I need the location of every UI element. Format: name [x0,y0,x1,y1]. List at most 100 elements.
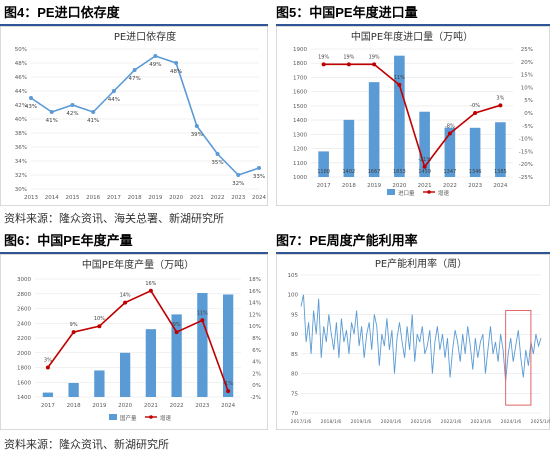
legend-line-label: 增速 [438,189,450,197]
growth-label: 3% [496,95,504,101]
y-right-tick-label: -5% [522,124,533,130]
y-tick-label: 100 [288,293,299,299]
x-tick-label: 2021 [144,403,158,409]
y-left-tick-label: 2600 [17,307,31,313]
x-tick-label: 2017 [317,183,331,189]
legend-line-marker [427,190,431,194]
x-tick-label: 2019 [92,403,106,409]
y-left-tick-label: 1800 [17,366,31,372]
highlight-box [505,309,532,406]
y-right-tick-label: 8% [252,336,261,342]
growth-point [321,62,326,67]
bar-value-label: 1347 [444,169,457,175]
y-tick-label: 75 [291,391,298,397]
data-point [194,124,199,128]
growth-point [447,131,452,136]
figure-6-rule [0,252,268,254]
y-left-tick-label: 1500 [293,104,307,110]
y-left-tick-label: 1700 [293,75,307,81]
chart-title: 中国PE年度进口量（万吨） [351,30,473,43]
y-right-tick-label: 0% [524,111,533,117]
utilization-line [300,294,542,382]
data-point [49,110,54,114]
y-right-tick-label: 10% [249,324,261,330]
y-left-tick-label: 1200 [293,147,307,153]
growth-label: 16% [145,281,156,287]
y-tick-label: 42% [15,103,27,109]
x-tick-label: 2018 [67,403,81,409]
y-left-tick-label: 1000 [293,175,307,181]
data-point [153,54,158,58]
legend-line-label: 增速 [160,414,172,422]
x-tick-label: 2024 [252,195,266,201]
chart-title: PE产能利用率（周） [375,257,467,270]
legend-bar-swatch [387,189,395,195]
x-tick-label: 2023 [468,183,482,189]
growth-line [323,63,501,169]
data-point [70,103,75,107]
y-right-tick-label: -2% [250,395,261,401]
y-right-tick-label: 4% [252,360,261,366]
chart-title: PE进口依存度 [114,30,176,43]
y-right-tick-label: 25% [521,47,533,53]
bar-value-label: 1346 [469,169,482,175]
y-tick-label: 30% [15,187,27,193]
y-left-tick-label: 1600 [17,380,31,386]
y-left-tick-label: 2400 [17,321,31,327]
x-tick-label: 2023 [195,403,209,409]
x-tick-label: 2018/1/6 [321,419,342,425]
y-tick-label: 38% [15,131,27,137]
chart-panel-import-dependency: PE进口依存度 30% 32% 34% 36% 38% 40% 42% 44% 46% 48% 50%… [0,26,268,206]
data-label: 47% [129,76,141,82]
y-tick-label: 40% [15,117,27,123]
chart-title: 中国PE年度产量（万吨） [82,258,194,271]
data-point [132,68,137,72]
growth-point [498,103,503,108]
x-tick-label: 2023/1/6 [471,419,492,425]
data-label: 32% [232,181,244,187]
data-label: 33% [253,174,265,180]
bar-value-label: 1459 [418,169,431,175]
bar-value-label: 1667 [368,169,381,175]
growth-point [174,330,179,335]
y-tick-label: 46% [15,75,27,81]
bar [419,111,430,177]
chart-panel-utilization: PE产能利用率（周） 70 75 80 85 90 95 100 105 2017/1/6 2018… [276,254,550,430]
chart-production: 中国PE年度产量（万吨） 1400 1600 1800 2000 2200 2400 2600… [17,258,261,422]
x-tick-label: 2017 [41,403,55,409]
bar [94,370,105,397]
figure-7-rule [276,252,550,254]
x-tick-label: 2019 [367,183,381,189]
x-tick-label: 2024/1/6 [501,419,522,425]
growth-label: 10% [94,316,105,322]
x-tick-label: 2017 [107,195,121,201]
x-tick-label: 2020 [169,195,183,201]
bar [68,382,79,397]
source-note-top: 资料来源：隆众资讯、海关总署、新湖研究所 [4,212,224,225]
y-right-tick-label: -25% [519,175,533,181]
y-right-tick-label: 15% [521,73,533,79]
y-right-tick-label: 0% [252,383,261,389]
legend-line-marker [149,415,153,419]
data-label: 49% [149,62,161,68]
y-right-tick-label: 5% [524,98,533,104]
figure-5-rule [276,24,550,26]
y-left-tick-label: 1300 [293,132,307,138]
growth-point [226,389,231,394]
y-tick-label: 36% [15,145,27,151]
x-tick-label: 2021/1/6 [411,419,432,425]
y-tick-label: 80 [291,372,298,378]
growth-point [45,365,50,370]
bar-value-label: 1853 [393,169,406,175]
data-label: 41% [87,118,99,124]
y-right-tick-label: 12% [249,312,261,318]
figure-5-title: 图5：中国PE年度进口量 [276,5,418,20]
y-left-tick-label: 1400 [293,118,307,124]
bar [171,314,182,397]
y-left-tick-label: 1400 [17,395,31,401]
x-tick-label: 2022 [211,195,225,201]
y-tick-label: 44% [15,89,27,95]
y-tick-label: 48% [15,61,27,67]
data-label: 35% [211,160,223,166]
bar [222,294,234,397]
